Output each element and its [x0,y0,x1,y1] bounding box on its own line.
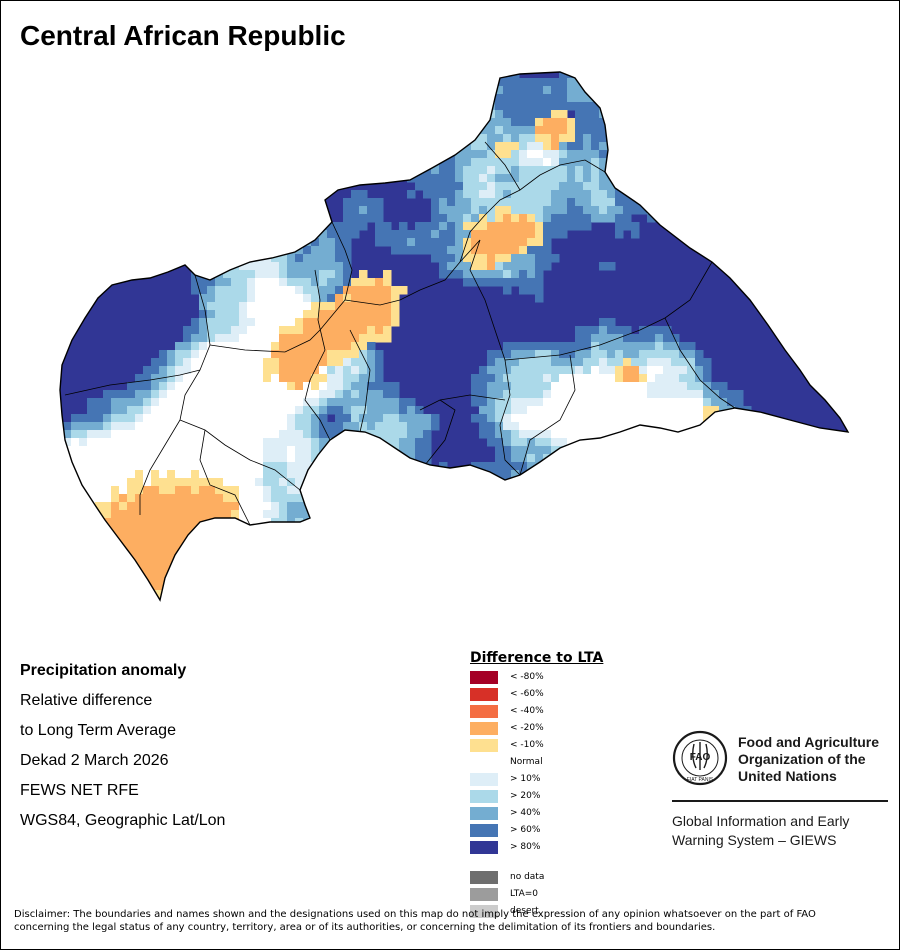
fao-name-line-1: Food and Agriculture [738,734,880,750]
legend-item: no data [470,870,544,884]
fao-logo-icon: FAO FIAT PANIS [672,730,728,786]
legend-item: > 40% [470,806,540,820]
legend-label: > 20% [510,791,541,801]
legend-title: Difference to LTA [470,650,604,666]
info-heading: Precipitation anomaly [20,662,187,679]
legend-swatch [470,670,498,684]
legend-label: > 60% [510,825,541,835]
legend-item: > 20% [470,789,540,803]
precipitation-anomaly-raster [60,72,848,600]
legend-item: < -80% [470,670,544,684]
fao-name: Food and Agriculture Organization of the… [738,734,879,785]
info-line-3: Dekad 2 March 2026 [20,752,169,769]
legend-item: < -10% [470,738,544,752]
legend-label: > 80% [510,842,541,852]
legend-item: Normal [470,755,543,769]
legend-swatch [470,704,498,718]
map-info-panel: Precipitation anomaly Relative differenc… [20,656,225,836]
legend-item: > 60% [470,823,540,837]
legend-item: < -60% [470,687,544,701]
legend-swatch [470,789,498,803]
legend-item: < -40% [470,704,544,718]
legend-swatch [470,840,498,854]
legend-item: > 10% [470,772,540,786]
info-line-4: FEWS NET RFE [20,782,139,799]
legend-label: Normal [510,757,543,767]
anomaly-map [59,71,849,601]
legend-swatch [470,904,498,918]
legend-label: < -60% [510,689,544,699]
legend-label: no data [510,872,545,882]
legend-swatch [470,738,498,752]
fao-logo-text: FAO [690,752,711,763]
legend-label: < -20% [510,723,544,733]
legend-swatch [470,870,498,884]
legend-swatch [470,806,498,820]
giews-line-2: Warning System – GIEWS [672,832,837,848]
legend-item: desert [470,904,539,918]
legend-label: < -10% [510,740,544,750]
fao-name-line-2: Organization of the [738,751,866,767]
info-line-5: WGS84, Geographic Lat/Lon [20,812,226,829]
legend-swatch [470,755,498,769]
legend-swatch [470,772,498,786]
legend-swatch [470,687,498,701]
legend: Difference to LTA < -80% < -60% < -40% < -2… [470,650,604,918]
fao-name-line-3: United Nations [738,768,837,784]
legend-label: < -40% [510,706,544,716]
info-line-1: Relative difference [20,692,153,709]
legend-swatch [470,823,498,837]
legend-label: LTA=0 [510,889,538,899]
disclaimer: Disclaimer: The boundaries and names sho… [14,908,884,934]
legend-swatch [470,721,498,735]
legend-item: > 80% [470,840,540,854]
legend-item: < -20% [470,721,544,735]
disclaimer-line-2: concerning the legal status of any count… [14,922,716,933]
fao-divider [672,800,888,802]
disclaimer-line-1: Disclaimer: The boundaries and names sho… [14,909,816,920]
info-line-2: to Long Term Average [20,722,176,739]
legend-item: LTA=0 [470,887,538,901]
giews-name: Global Information and Early Warning Sys… [672,812,849,850]
legend-label: < -80% [510,672,544,682]
map-title: Central African Republic [20,20,346,51]
prefecture-boundaries [64,141,736,526]
giews-line-1: Global Information and Early [672,813,850,829]
legend-label: > 40% [510,808,541,818]
legend-swatch [470,887,498,901]
legend-label: desert [510,906,539,916]
legend-label: > 10% [510,774,541,784]
fao-logo-motto: FIAT PANIS [687,777,714,783]
